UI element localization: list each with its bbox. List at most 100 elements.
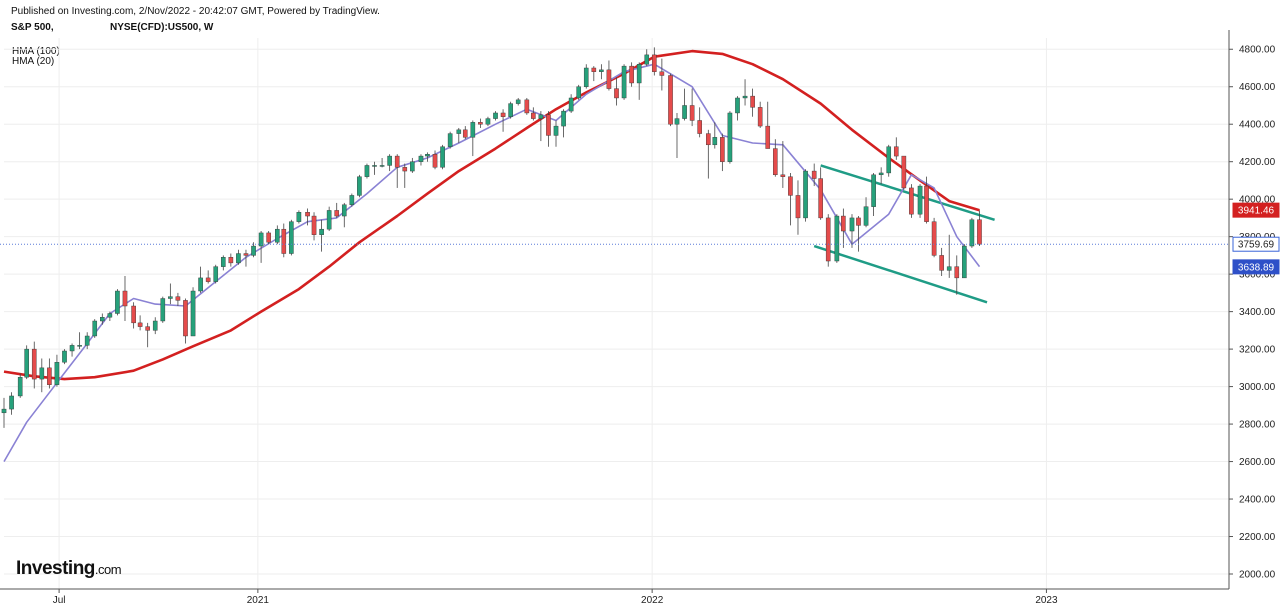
candle [735,96,740,121]
candle [946,234,952,278]
candle-body [682,105,687,119]
candle-body [440,146,445,168]
candle [856,216,861,252]
candle-body [190,290,196,337]
candle [62,349,67,365]
candle-body [599,69,604,72]
price-label: 3941.46 [1238,206,1275,217]
candle-body [712,137,718,146]
candle-body [706,133,711,146]
candle [962,244,967,279]
candle-body [583,67,589,87]
candle [357,174,362,198]
candle [281,223,287,258]
candle-body [591,67,597,72]
candle [599,64,604,80]
candle-body [349,195,355,205]
candle-body [387,155,392,166]
candle [107,311,113,321]
candle [886,144,892,177]
candle-body [893,146,899,157]
channel-line [813,244,988,304]
candle-body [236,253,241,264]
candle-body [131,305,136,324]
candle-body [77,345,82,347]
candle-body [659,71,665,76]
candle [757,101,763,128]
candle-body [462,129,468,138]
candle [349,193,355,207]
candle-body [17,377,23,397]
candle-body [818,178,823,219]
candle [145,322,150,348]
candle-body [394,155,400,168]
candle-body [629,65,634,84]
candle [440,144,445,170]
candle [931,217,937,258]
candle [561,109,566,138]
candle [614,77,619,106]
y-tick-label: 3000.00 [1239,382,1276,393]
candle-body [931,221,937,256]
candle-body [644,54,650,65]
candle [236,249,241,265]
candle-body [100,317,105,322]
candle-body [266,232,271,243]
candle [788,172,793,226]
candle [17,373,23,398]
publish-info: Published on Investing.com, 2/Nov/2022 -… [11,6,380,17]
candle-body [939,255,944,271]
candle [137,315,143,331]
y-tick-label: 2400.00 [1239,495,1276,506]
candle [939,247,944,277]
candle-body [750,95,755,108]
candle-body [811,170,817,179]
candle [456,127,462,143]
candle-body [508,103,513,117]
y-tick-label: 2800.00 [1239,420,1276,431]
candle-body [538,114,544,119]
candle [576,84,581,100]
candle-body [621,65,627,99]
candle-body [160,298,166,322]
candle [871,172,876,217]
y-tick-label: 3400.00 [1239,307,1276,318]
candle [9,392,14,415]
candle-body [576,86,581,99]
candle [251,242,256,258]
candle [447,131,453,149]
candle [296,210,302,224]
candle-body [9,395,14,410]
y-tick-label: 3200.00 [1239,345,1276,356]
candle-body [175,296,181,301]
candle-body [668,75,673,125]
candle-body [69,345,75,352]
candle-body [954,266,960,279]
candle-body [84,335,90,346]
candle-body [258,232,264,247]
candle-body [834,215,840,262]
candle [175,292,181,307]
candle [319,219,324,252]
candle [92,319,98,338]
candle-body [296,212,302,222]
grid [4,38,1229,589]
indicator-hma20-label: HMA (20) [12,56,55,67]
candle [591,66,597,82]
candle-body [275,228,280,243]
price-label: 3759.69 [1238,240,1275,251]
candle [493,111,498,121]
candle-body [379,165,385,167]
candle-body [213,266,219,282]
candle-body [168,296,173,299]
candle-body [478,122,483,125]
candle [372,161,377,175]
y-tick-label: 2600.00 [1239,457,1276,468]
candle [644,49,650,67]
candle [720,133,725,172]
candle [583,64,589,89]
candle [606,60,612,91]
candle [77,332,82,350]
candle-body [326,210,332,230]
